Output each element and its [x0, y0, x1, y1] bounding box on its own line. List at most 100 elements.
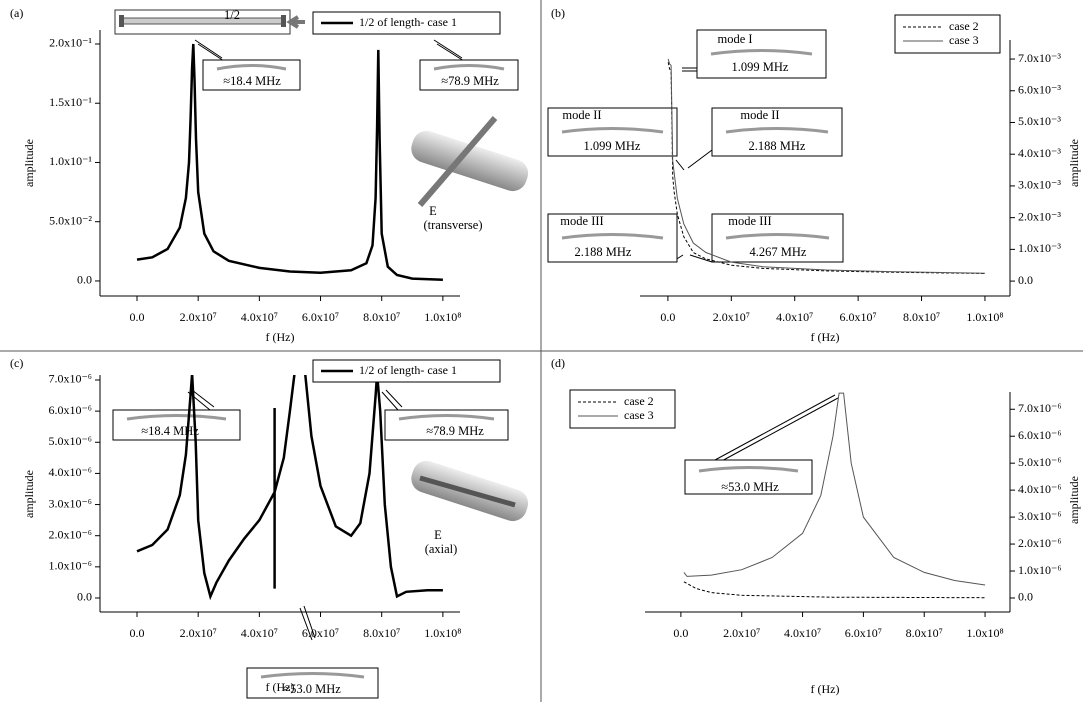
- legend-label: case 3: [949, 33, 979, 47]
- mode-shape: [561, 127, 664, 134]
- annotation: 1.099 MHz: [732, 60, 789, 74]
- y-tick-label: 6.0x10⁻⁶: [48, 403, 92, 417]
- x-tick-label: 2.0x10⁷: [180, 626, 217, 640]
- annotation: 1/2: [224, 8, 240, 22]
- x-tick-label: 1.0x10⁸: [966, 626, 1003, 640]
- annotation: ≈18.4 MHz: [223, 74, 281, 88]
- plot-area: [683, 392, 986, 599]
- y-axis-label: amplitude: [22, 470, 36, 518]
- y-tick-label: 2.0x10⁻³: [1018, 209, 1061, 223]
- series-line: [683, 392, 986, 586]
- x-axis-label: f (Hz): [811, 330, 840, 344]
- x-tick-label: 0.0: [660, 310, 675, 324]
- legend-box: [894, 14, 1001, 54]
- x-tick-label: 0.0: [130, 626, 145, 640]
- y-tick-label: 1.0x10⁻⁶: [48, 559, 92, 573]
- annotation: 2.188 MHz: [749, 139, 806, 153]
- annotation: ≈53.0 MHz: [283, 682, 341, 696]
- annotation: 2.188 MHz: [575, 245, 632, 259]
- annotation: mode I: [717, 32, 752, 46]
- x-axis-label: f (Hz): [811, 682, 840, 696]
- mode-shape: [260, 672, 365, 679]
- y-tick-label: 6.0x10⁻³: [1018, 83, 1061, 97]
- y-tick-label: 1.0x10⁻³: [1018, 241, 1061, 255]
- legend-label: case 3: [624, 408, 654, 422]
- y-tick-label: 6.0x10⁻⁶: [1018, 428, 1062, 442]
- plot-area: [667, 58, 986, 274]
- y-axis-label: amplitude: [22, 139, 36, 187]
- y-tick-label: 1.5x10⁻¹: [49, 95, 92, 109]
- x-tick-label: 4.0x10⁷: [784, 626, 821, 640]
- y-tick-label: 2.0x10⁻⁶: [48, 527, 92, 541]
- x-tick-label: 0.0: [673, 626, 688, 640]
- nanotube-axial: [411, 460, 529, 522]
- y-axis-label: amplitude: [1067, 139, 1081, 187]
- x-tick-label: 8.0x10⁷: [363, 626, 400, 640]
- legend-label: case 2: [624, 394, 654, 408]
- mode-shape: [710, 49, 813, 56]
- plot-area: [136, 375, 443, 601]
- panel-label: (b): [551, 6, 565, 20]
- annotation: ≈53.0 MHz: [721, 480, 779, 494]
- y-tick-label: 5.0x10⁻²: [49, 213, 92, 227]
- annotation: E: [434, 528, 442, 542]
- series-line: [667, 58, 986, 274]
- series-line: [136, 375, 443, 601]
- x-tick-label: 1.0x10⁸: [424, 626, 461, 640]
- legend-label: 1/2 of length- case 1: [359, 15, 457, 29]
- y-tick-label: 1.0x10⁻¹: [49, 154, 92, 168]
- y-tick-label: 2.0x10⁻¹: [49, 36, 92, 50]
- callout-arrows: [187, 39, 839, 641]
- y-tick-label: 2.0x10⁻⁶: [1018, 536, 1062, 550]
- legend-box: [312, 11, 501, 35]
- panel-label: (a): [10, 6, 23, 20]
- x-tick-label: 2.0x10⁷: [713, 310, 750, 324]
- series-line: [136, 43, 443, 282]
- x-tick-label: 4.0x10⁷: [241, 626, 278, 640]
- y-tick-label: 5.0x10⁻⁶: [48, 434, 92, 448]
- callout-box: [384, 409, 509, 441]
- x-tick-label: 6.0x10⁷: [302, 626, 339, 640]
- mode-shape: [433, 64, 505, 71]
- annotation: 4.267 MHz: [750, 245, 807, 259]
- x-tick-label: 2.0x10⁷: [723, 626, 760, 640]
- x-tick-label: 8.0x10⁷: [903, 310, 940, 324]
- mode-shape: [398, 414, 495, 421]
- y-tick-label: 3.0x10⁻⁶: [48, 496, 92, 510]
- plot-area: [136, 43, 443, 282]
- x-tick-label: 8.0x10⁷: [363, 310, 400, 324]
- y-tick-label: 4.0x10⁻⁶: [1018, 482, 1062, 496]
- mode-shape: [126, 414, 227, 421]
- annotation: mode II: [740, 108, 779, 122]
- x-tick-label: 2.0x10⁷: [180, 310, 217, 324]
- callout-box: [684, 459, 813, 495]
- y-tick-label: 0.0: [1018, 590, 1033, 604]
- annotation: (transverse): [424, 218, 483, 232]
- y-tick-label: 5.0x10⁻³: [1018, 114, 1061, 128]
- annotation: ≈78.9 MHz: [426, 424, 484, 438]
- legend-box: [312, 359, 501, 383]
- x-tick-label: 4.0x10⁷: [241, 310, 278, 324]
- x-tick-label: 1.0x10⁸: [424, 310, 461, 324]
- x-axis-label: f (Hz): [266, 680, 295, 694]
- x-tick-label: 6.0x10⁷: [302, 310, 339, 324]
- annotation: (axial): [425, 542, 458, 556]
- y-tick-label: 5.0x10⁻⁶: [1018, 455, 1062, 469]
- panel-label: (d): [551, 356, 565, 370]
- y-tick-label: 0.0: [1018, 273, 1033, 287]
- x-axis-label: f (Hz): [266, 330, 295, 344]
- x-tick-label: 6.0x10⁷: [845, 626, 882, 640]
- x-tick-label: 6.0x10⁷: [840, 310, 877, 324]
- mode-shape: [725, 127, 829, 134]
- mode-shape: [216, 64, 287, 71]
- x-tick-label: 0.0: [130, 310, 145, 324]
- half-length-diagram: [114, 9, 305, 35]
- y-tick-label: 3.0x10⁻⁶: [1018, 509, 1062, 523]
- y-axis-label: amplitude: [1067, 476, 1081, 524]
- panel-label: (c): [10, 356, 23, 370]
- y-tick-label: 3.0x10⁻³: [1018, 178, 1061, 192]
- x-tick-label: 4.0x10⁷: [776, 310, 813, 324]
- y-tick-label: 7.0x10⁻⁶: [1018, 401, 1062, 415]
- annotation: mode II: [562, 108, 601, 122]
